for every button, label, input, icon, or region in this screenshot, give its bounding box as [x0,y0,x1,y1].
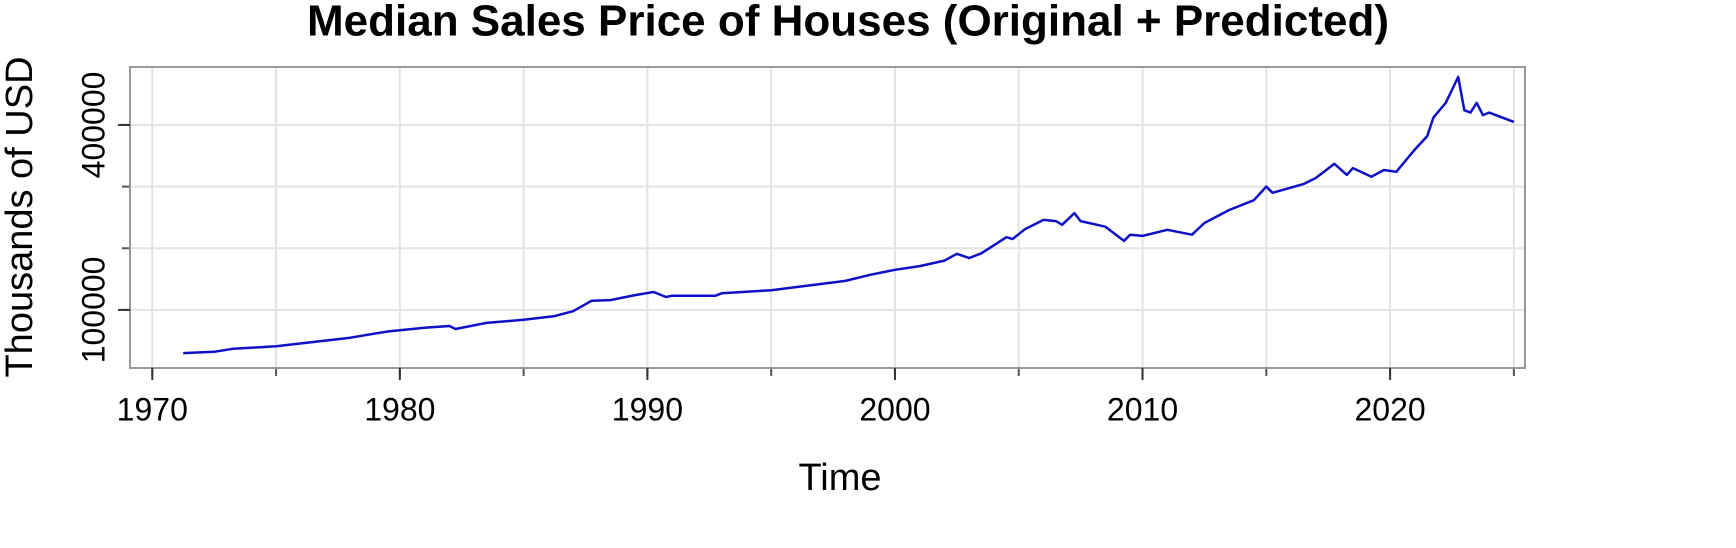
data-line [183,75,1515,355]
x-tick-label: 1970 [117,391,188,427]
y-axis-label: Thousands of USD [0,56,41,377]
x-tick-label: 1990 [612,391,683,427]
x-tick-label: 2000 [859,391,930,427]
x-tick-label: 2010 [1107,391,1178,427]
plot-border [129,66,1526,369]
y-tick-label: 100000 [75,257,111,364]
y-tick-label: 400000 [75,72,111,179]
x-tick-label: 2020 [1354,391,1425,427]
x-axis-label: Time [798,457,881,499]
x-tick-label: 1980 [364,391,435,427]
chart-title: Median Sales Price of Houses (Original +… [307,0,1389,46]
